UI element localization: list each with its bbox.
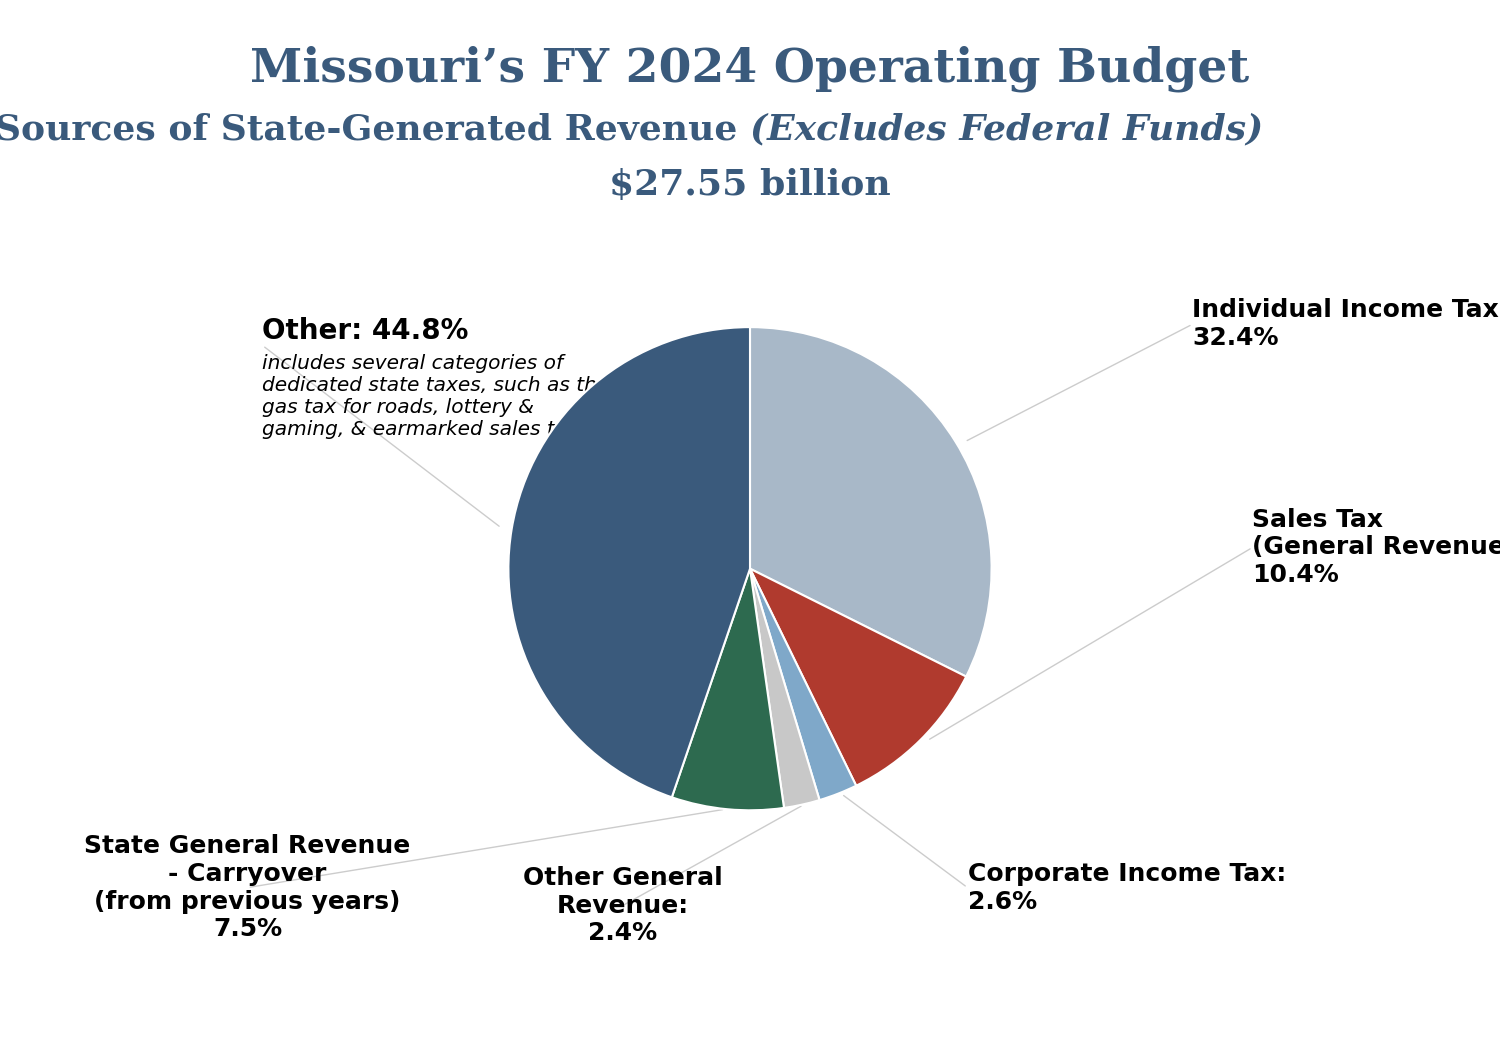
Text: Missouri’s FY 2024 Operating Budget: Missouri’s FY 2024 Operating Budget: [251, 46, 1250, 92]
Text: Other: 44.8%: Other: 44.8%: [262, 318, 470, 345]
Wedge shape: [509, 327, 750, 797]
Text: Sources of State-Generated Revenue: Sources of State-Generated Revenue: [0, 113, 750, 147]
Text: $27.55 billion: $27.55 billion: [609, 168, 891, 202]
Text: (Excludes Federal Funds): (Excludes Federal Funds): [750, 113, 1263, 147]
Wedge shape: [750, 327, 992, 676]
Wedge shape: [750, 569, 819, 808]
Text: State General Revenue
- Carryover
(from previous years)
7.5%: State General Revenue - Carryover (from …: [84, 833, 411, 942]
Text: Sales Tax
(General Revenue Only):
10.4%: Sales Tax (General Revenue Only): 10.4%: [1252, 508, 1500, 587]
Wedge shape: [750, 569, 856, 800]
Text: Individual Income Tax:
32.4%: Individual Income Tax: 32.4%: [1192, 299, 1500, 350]
Text: Other General
Revenue:
2.4%: Other General Revenue: 2.4%: [522, 866, 723, 945]
Text: Corporate Income Tax:
2.6%: Corporate Income Tax: 2.6%: [968, 862, 1286, 913]
Wedge shape: [750, 569, 966, 786]
Wedge shape: [672, 569, 784, 810]
Text: includes several categories of
dedicated state taxes, such as the
gas tax for ro: includes several categories of dedicated…: [262, 354, 609, 439]
